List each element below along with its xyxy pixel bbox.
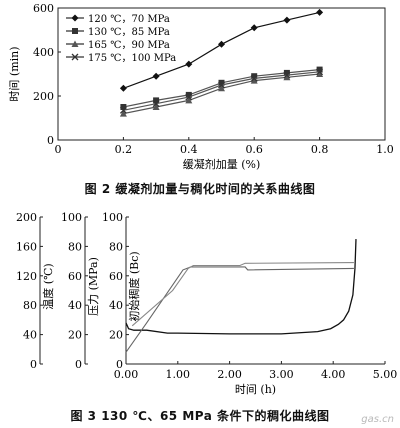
x-axis-label: 缓凝剂加量 (%) [183, 157, 261, 171]
y-tick-label: 400 [33, 46, 54, 59]
data-point-4 [316, 68, 324, 76]
y-tick-label: 200 [33, 90, 54, 103]
legend-marker-2 [72, 28, 78, 34]
data-point-4 [185, 93, 193, 101]
y-tick-label-3: 100 [102, 211, 123, 224]
legend-label-4: 175 ℃，100 MPa [88, 53, 176, 64]
y-axis-label-1: 温度 (℃) [41, 263, 55, 309]
curve-2 [125, 266, 354, 353]
y-axis-label-3: 初始稠度 (Bc) [127, 251, 141, 321]
y-axis-label-2: 压力 (MPa) [87, 257, 100, 316]
x-tick-label: 4.00 [321, 368, 346, 381]
y-tick-label-1: 120 [16, 270, 37, 283]
data-point-2 [251, 73, 258, 80]
x-tick-label: 1.0 [376, 143, 394, 156]
x-tick-label: 5.00 [373, 368, 398, 381]
x-axis-label: 时间 (h) [235, 383, 276, 396]
y-tick-label-3: 20 [109, 329, 123, 342]
legend-marker-1 [71, 14, 79, 22]
data-point-4 [283, 71, 291, 79]
x-tick-label: 0.2 [115, 143, 133, 156]
y-tick-label-2: 100 [61, 211, 82, 224]
data-point-2 [316, 66, 323, 73]
y-tick-label-2: 40 [68, 299, 82, 312]
data-point-2 [185, 91, 192, 98]
thickening-time-chart: 0 0.2 0.4 0.6 0.8 1.0 0 200 400 600 缓凝剂加量 (%) 时间 (m… [8, 2, 394, 171]
x-tick-label: 2.00 [217, 368, 242, 381]
y-tick-label-1: 40 [23, 329, 37, 342]
figure-2-caption: 图 2 缓凝剂加量与稠化时间的关系曲线图 [84, 182, 316, 196]
x-tick-label: 0.6 [245, 143, 263, 156]
y-tick-label-2: 80 [68, 240, 82, 253]
data-point-1 [152, 72, 160, 80]
y-tick-label-2: 60 [68, 270, 82, 283]
y-tick-label-1: 80 [23, 299, 37, 312]
data-point-1 [283, 16, 291, 24]
y-tick-label-1: 0 [30, 358, 37, 371]
data-point-3 [119, 110, 127, 117]
y-tick-label-1: 160 [16, 240, 37, 253]
data-point-2 [283, 69, 290, 76]
y-axis-label: 时间 (min) [8, 46, 21, 101]
x-tick-label: 0.00 [114, 368, 139, 381]
y-tick-label: 0 [47, 134, 54, 147]
data-point-4 [152, 100, 160, 108]
y-tick-label: 600 [33, 2, 54, 15]
x-tick-label: 3.00 [269, 368, 294, 381]
data-point-2 [153, 97, 160, 104]
y-tick-label-3: 80 [109, 240, 123, 253]
data-point-1 [119, 84, 127, 92]
x-tick-label: 0.8 [311, 143, 329, 156]
data-point-3 [218, 84, 225, 92]
data-point-1 [218, 40, 225, 48]
y-tick-label-2: 0 [75, 358, 82, 371]
data-point-3 [283, 73, 291, 81]
data-point-2 [218, 79, 225, 86]
data-point-2 [120, 104, 127, 110]
x-tick-label: 0.4 [180, 143, 198, 156]
legend-marker-3 [71, 40, 79, 47]
curve-3 [131, 262, 354, 327]
data-point-1 [185, 60, 193, 68]
data-point-1 [316, 8, 324, 16]
x-tick-label: 1.00 [166, 368, 191, 381]
data-point-4 [250, 74, 258, 82]
curve-1 [125, 239, 357, 335]
y-tick-label-2: 20 [68, 329, 82, 342]
legend-label-1: 120 ℃，70 MPa [88, 14, 170, 25]
watermark: gas.cn [361, 414, 394, 425]
data-point-3 [316, 70, 324, 77]
x-tick-label: 0 [55, 143, 62, 156]
figure-3-caption: 图 3 130 ℃、65 MPa 条件下的稠化曲线图 [70, 409, 330, 423]
legend-label-3: 165 ℃，90 MPa [88, 40, 170, 51]
y-tick-label-3: 0 [116, 358, 123, 371]
y-tick-label-1: 200 [16, 211, 37, 224]
y-tick-label-3: 60 [109, 270, 123, 283]
y-tick-label-3: 40 [109, 299, 123, 312]
legend-marker-4 [71, 53, 79, 61]
plot-frame [57, 7, 386, 141]
data-point-3 [185, 96, 193, 104]
data-point-4 [218, 81, 225, 89]
data-point-3 [250, 77, 258, 84]
legend-label-2: 130 ℃，85 MPa [88, 27, 170, 38]
data-point-1 [250, 24, 258, 32]
data-point-4 [119, 106, 127, 114]
data-point-3 [152, 103, 160, 110]
